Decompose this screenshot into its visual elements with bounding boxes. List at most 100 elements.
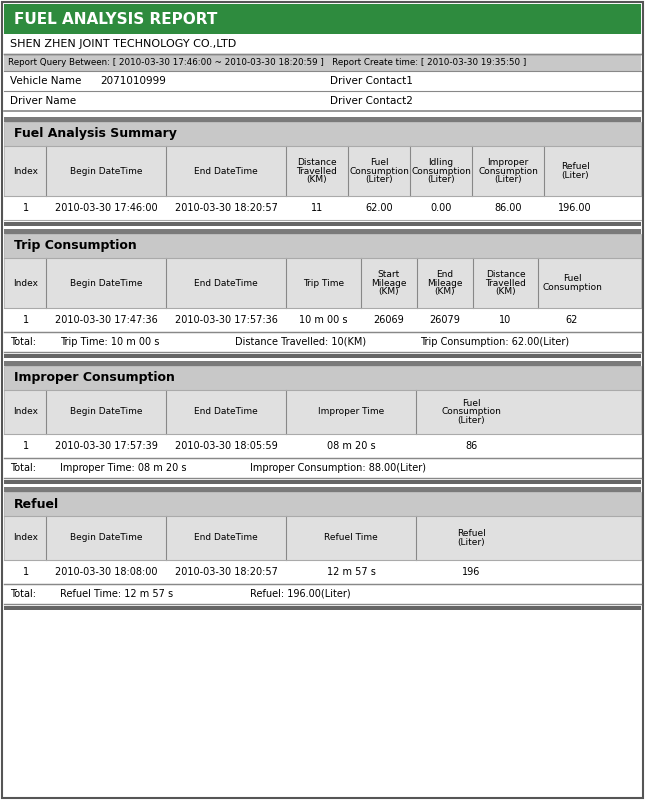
- Text: Refuel Time: Refuel Time: [324, 534, 378, 542]
- Text: SHEN ZHEN JOINT TECHNOLOGY CO.,LTD: SHEN ZHEN JOINT TECHNOLOGY CO.,LTD: [10, 39, 236, 49]
- Text: Index: Index: [14, 407, 39, 417]
- Text: Distance Travelled: 10(KM): Distance Travelled: 10(KM): [235, 337, 366, 347]
- Text: Consumption: Consumption: [478, 166, 538, 175]
- Text: Fuel Analysis Summary: Fuel Analysis Summary: [14, 127, 177, 141]
- Text: Fuel: Fuel: [462, 399, 481, 408]
- Text: Driver Contact2: Driver Contact2: [330, 96, 413, 106]
- Text: Index: Index: [14, 534, 39, 542]
- Text: (Liter): (Liter): [561, 170, 589, 180]
- Text: 86: 86: [465, 441, 477, 451]
- Text: 1: 1: [23, 567, 29, 577]
- Bar: [4, 584, 641, 604]
- Text: Consumption: Consumption: [441, 407, 501, 417]
- Bar: [4, 487, 641, 492]
- Text: 10: 10: [499, 315, 511, 325]
- Text: 2010-03-30 18:20:57: 2010-03-30 18:20:57: [175, 567, 277, 577]
- Bar: [4, 222, 641, 226]
- Bar: [4, 354, 641, 358]
- Text: (Liter): (Liter): [457, 538, 485, 546]
- Text: Mileage: Mileage: [372, 278, 407, 287]
- Text: Begin DateTime: Begin DateTime: [70, 278, 143, 287]
- Text: 86.00: 86.00: [494, 203, 522, 213]
- Text: Refuel: Refuel: [457, 530, 486, 538]
- Bar: [4, 229, 641, 234]
- Text: 2071010999: 2071010999: [100, 76, 166, 86]
- Text: 26069: 26069: [373, 315, 404, 325]
- Bar: [4, 366, 641, 390]
- Text: Report Query Between: [ 2010-03-30 17:46:00 ~ 2010-03-30 18:20:59 ]   Report Cre: Report Query Between: [ 2010-03-30 17:46…: [8, 58, 526, 67]
- Text: 0.00: 0.00: [430, 203, 452, 213]
- Text: Distance: Distance: [486, 270, 525, 279]
- Text: (KM): (KM): [379, 287, 399, 296]
- Text: Fuel: Fuel: [370, 158, 388, 167]
- Text: (Liter): (Liter): [427, 175, 455, 184]
- Text: Refuel: Refuel: [561, 162, 590, 171]
- Text: End DateTime: End DateTime: [194, 407, 258, 417]
- Text: Start: Start: [378, 270, 400, 279]
- Text: Travelled: Travelled: [485, 278, 526, 287]
- Bar: [4, 361, 641, 366]
- Text: (KM): (KM): [435, 287, 455, 296]
- Text: (KM): (KM): [306, 175, 327, 184]
- Text: Trip Time: 10 m 00 s: Trip Time: 10 m 00 s: [60, 337, 159, 347]
- Text: 10 m 00 s: 10 m 00 s: [299, 315, 348, 325]
- Text: (Liter): (Liter): [494, 175, 522, 184]
- Text: End DateTime: End DateTime: [194, 534, 258, 542]
- Bar: [4, 390, 641, 434]
- Text: Driver Contact1: Driver Contact1: [330, 76, 413, 86]
- Bar: [4, 71, 641, 91]
- Text: Index: Index: [14, 166, 39, 175]
- Bar: [4, 122, 641, 146]
- Bar: [4, 196, 641, 220]
- Bar: [4, 4, 641, 34]
- Bar: [4, 492, 641, 516]
- Text: Refuel: Refuel: [14, 498, 59, 510]
- Bar: [4, 34, 641, 54]
- Text: Distance: Distance: [297, 158, 337, 167]
- Text: 62.00: 62.00: [365, 203, 393, 213]
- Text: 1: 1: [23, 315, 29, 325]
- Text: Begin DateTime: Begin DateTime: [70, 407, 143, 417]
- Text: Refuel Time: 12 m 57 s: Refuel Time: 12 m 57 s: [60, 589, 173, 599]
- Text: Improper Consumption: 88.00(Liter): Improper Consumption: 88.00(Liter): [250, 463, 426, 473]
- Bar: [4, 54, 641, 71]
- Text: Consumption: Consumption: [542, 282, 602, 292]
- Text: Improper Time: 08 m 20 s: Improper Time: 08 m 20 s: [60, 463, 186, 473]
- Text: 2010-03-30 17:57:39: 2010-03-30 17:57:39: [55, 441, 157, 451]
- Bar: [4, 480, 641, 484]
- Bar: [4, 434, 641, 458]
- Text: FUEL ANALYSIS REPORT: FUEL ANALYSIS REPORT: [14, 11, 217, 26]
- Text: 2010-03-30 17:46:00: 2010-03-30 17:46:00: [55, 203, 157, 213]
- Text: Improper Time: Improper Time: [318, 407, 384, 417]
- Text: 2010-03-30 18:05:59: 2010-03-30 18:05:59: [175, 441, 277, 451]
- Text: 08 m 20 s: 08 m 20 s: [326, 441, 375, 451]
- Text: 2010-03-30 18:20:57: 2010-03-30 18:20:57: [175, 203, 277, 213]
- Text: Trip Time: Trip Time: [303, 278, 344, 287]
- Bar: [4, 516, 641, 560]
- Text: 11: 11: [311, 203, 323, 213]
- Text: 196.00: 196.00: [558, 203, 592, 213]
- Bar: [4, 560, 641, 584]
- Text: Trip Consumption: 62.00(Liter): Trip Consumption: 62.00(Liter): [420, 337, 569, 347]
- Text: Fuel: Fuel: [562, 274, 581, 283]
- Text: Improper Consumption: Improper Consumption: [14, 371, 175, 385]
- Text: 62: 62: [566, 315, 578, 325]
- Bar: [4, 606, 641, 610]
- Text: Driver Name: Driver Name: [10, 96, 76, 106]
- Text: 2010-03-30 17:47:36: 2010-03-30 17:47:36: [55, 315, 157, 325]
- Text: Begin DateTime: Begin DateTime: [70, 534, 143, 542]
- Text: Begin DateTime: Begin DateTime: [70, 166, 143, 175]
- Text: Total:: Total:: [10, 463, 36, 473]
- Text: Consumption: Consumption: [411, 166, 471, 175]
- Text: (KM): (KM): [495, 287, 516, 296]
- Text: Travelled: Travelled: [297, 166, 337, 175]
- Text: End DateTime: End DateTime: [194, 166, 258, 175]
- Text: 2010-03-30 17:57:36: 2010-03-30 17:57:36: [175, 315, 277, 325]
- Bar: [4, 258, 641, 308]
- Text: 26079: 26079: [430, 315, 461, 325]
- Text: Improper: Improper: [488, 158, 529, 167]
- Text: 12 m 57 s: 12 m 57 s: [326, 567, 375, 577]
- Bar: [4, 146, 641, 196]
- Bar: [4, 117, 641, 122]
- Text: Refuel: 196.00(Liter): Refuel: 196.00(Liter): [250, 589, 351, 599]
